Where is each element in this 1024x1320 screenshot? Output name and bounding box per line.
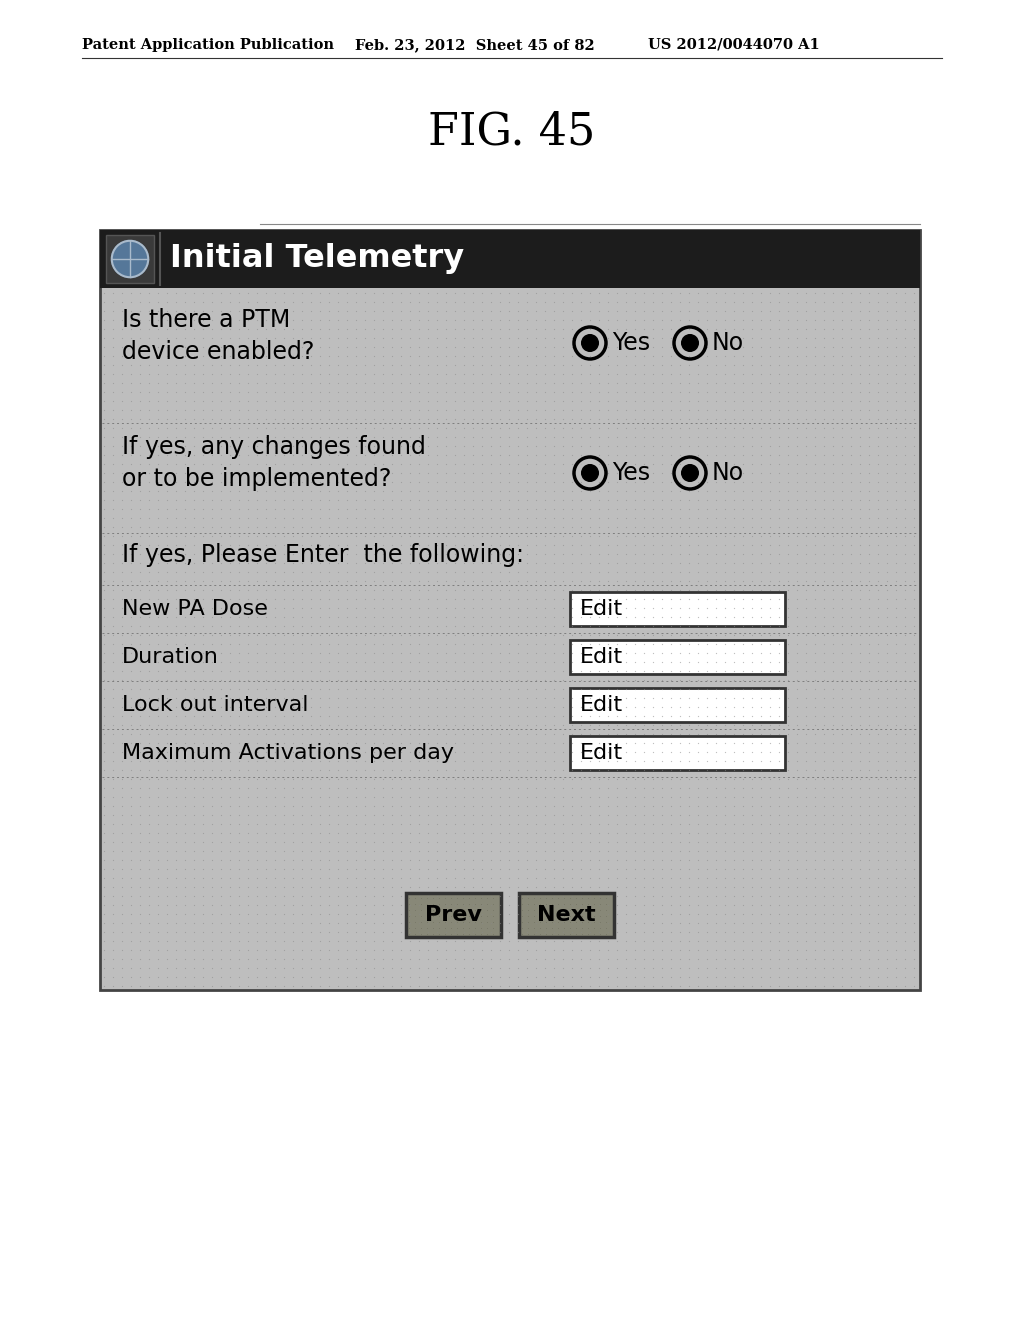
Circle shape	[682, 465, 698, 482]
Text: Maximum Activations per day: Maximum Activations per day	[122, 743, 454, 763]
Circle shape	[679, 331, 701, 355]
Text: FIG. 45: FIG. 45	[428, 110, 596, 153]
Circle shape	[682, 335, 698, 351]
FancyBboxPatch shape	[570, 737, 785, 770]
Text: Edit: Edit	[580, 599, 624, 619]
Text: Next: Next	[538, 906, 596, 925]
Circle shape	[579, 331, 601, 355]
Text: US 2012/0044070 A1: US 2012/0044070 A1	[648, 38, 820, 51]
Circle shape	[579, 462, 601, 484]
Text: Yes: Yes	[612, 461, 650, 484]
FancyBboxPatch shape	[570, 591, 785, 626]
FancyBboxPatch shape	[519, 894, 614, 937]
Circle shape	[112, 240, 148, 277]
FancyBboxPatch shape	[100, 230, 920, 990]
FancyBboxPatch shape	[100, 230, 920, 288]
Text: No: No	[712, 461, 744, 484]
Text: Yes: Yes	[612, 331, 650, 355]
Text: Prev: Prev	[425, 906, 482, 925]
Text: Duration: Duration	[122, 647, 219, 667]
Circle shape	[679, 462, 701, 484]
Text: If yes, Please Enter  the following:: If yes, Please Enter the following:	[122, 543, 524, 568]
Text: No: No	[712, 331, 744, 355]
FancyBboxPatch shape	[406, 894, 501, 937]
Circle shape	[582, 465, 598, 482]
Text: device enabled?: device enabled?	[122, 341, 314, 364]
Text: Edit: Edit	[580, 647, 624, 667]
FancyBboxPatch shape	[106, 235, 154, 282]
Text: Initial Telemetry: Initial Telemetry	[170, 243, 464, 275]
Text: New PA Dose: New PA Dose	[122, 599, 268, 619]
Text: or to be implemented?: or to be implemented?	[122, 467, 391, 491]
Text: Lock out interval: Lock out interval	[122, 696, 308, 715]
Text: Edit: Edit	[580, 743, 624, 763]
Circle shape	[582, 335, 598, 351]
Text: If yes, any changes found: If yes, any changes found	[122, 436, 426, 459]
Text: Feb. 23, 2012  Sheet 45 of 82: Feb. 23, 2012 Sheet 45 of 82	[355, 38, 595, 51]
Text: Is there a PTM: Is there a PTM	[122, 308, 290, 333]
FancyBboxPatch shape	[570, 688, 785, 722]
Text: Patent Application Publication: Patent Application Publication	[82, 38, 334, 51]
FancyBboxPatch shape	[570, 640, 785, 675]
Text: Edit: Edit	[580, 696, 624, 715]
